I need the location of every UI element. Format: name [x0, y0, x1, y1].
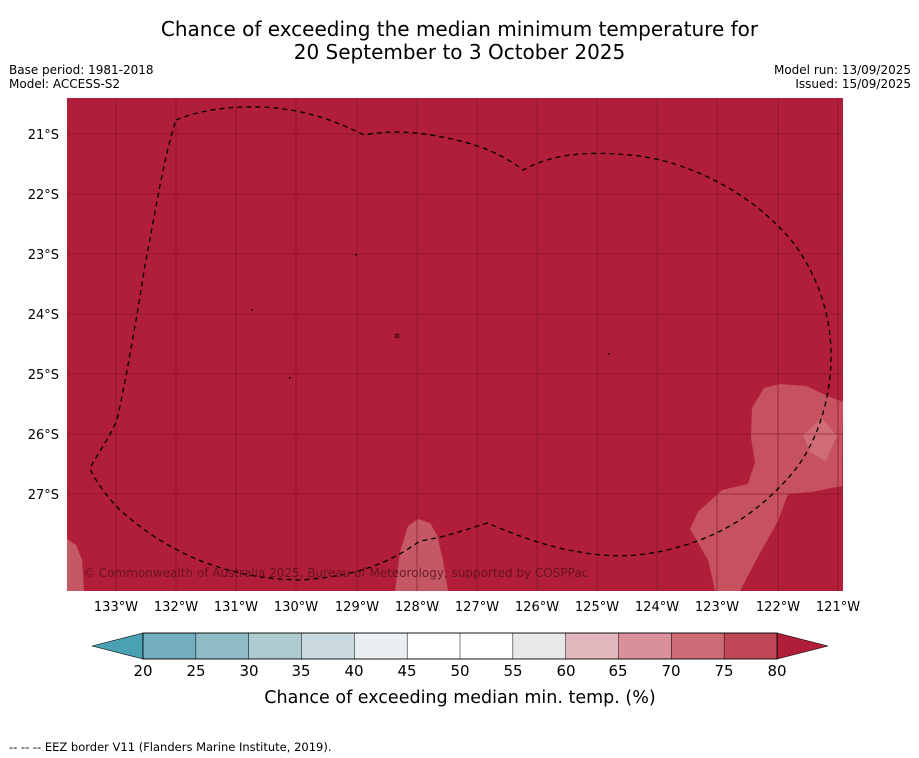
colorbar-ticks: 20 25 30 35 40 45 50 55 60 65 70 75 80	[133, 662, 786, 680]
lon-label: 126°W	[515, 600, 559, 615]
lat-label: 22°S	[28, 188, 59, 203]
lon-label: 129°W	[335, 600, 379, 615]
lon-label: 122°W	[756, 600, 800, 615]
colorbar-tick-label: 40	[344, 662, 363, 680]
patch-southwest	[67, 539, 84, 591]
map-panel: © Commonwealth of Australia 2025, Bureau…	[67, 98, 843, 591]
colorbar-swatch	[618, 632, 672, 660]
base-period: Base period: 1981-2018	[9, 63, 154, 77]
colorbar-tick-label: 60	[556, 662, 575, 680]
lon-label: 123°W	[695, 600, 739, 615]
patch-east-inner	[803, 418, 837, 461]
colorbar-swatch	[671, 632, 725, 660]
lon-label: 132°W	[154, 600, 198, 615]
latitude-labels: 21°S 22°S 23°S 24°S 25°S 26°S 27°S	[28, 128, 59, 503]
colorbar-tick-label: 55	[503, 662, 522, 680]
eez-footnote: -- -- -- EEZ border V11 (Flanders Marine…	[9, 740, 332, 754]
patch-south-central	[395, 519, 448, 591]
lon-label: 121°W	[816, 600, 860, 615]
colorbar-swatch	[301, 632, 355, 660]
colorbar-swatch	[406, 632, 461, 660]
colorbar-swatch	[195, 632, 250, 660]
lat-label: 27°S	[28, 488, 59, 503]
title-line-1: Chance of exceeding the median minimum t…	[160, 17, 759, 41]
colorbar-swatch	[512, 632, 567, 660]
colorbar-swatch	[565, 632, 620, 660]
colorbar-tick-label: 30	[239, 662, 258, 680]
lat-label: 23°S	[28, 248, 59, 263]
lon-label: 131°W	[214, 600, 258, 615]
colorbar-under-arrow	[91, 632, 144, 660]
colorbar-swatches	[142, 632, 778, 660]
lat-label: 26°S	[28, 428, 59, 443]
lon-label: 133°W	[94, 600, 138, 615]
lon-label: 125°W	[575, 600, 619, 615]
copyright-notice: © Commonwealth of Australia 2025, Bureau…	[83, 566, 588, 580]
colorbar-tick-label: 50	[450, 662, 469, 680]
colorbar-swatch	[248, 632, 303, 660]
map-title: Chance of exceeding the median minimum t…	[0, 18, 919, 64]
islands	[251, 254, 610, 379]
model-name: Model: ACCESS-S2	[9, 77, 121, 91]
colorbar-label: Chance of exceeding median min. temp. (%…	[264, 688, 655, 708]
colorbar-swatch	[723, 632, 778, 660]
colorbar-tick-label: 45	[397, 662, 416, 680]
colorbar-tick-label: 75	[714, 662, 733, 680]
model-run: Model run: 13/09/2025	[773, 63, 911, 77]
lat-label: 21°S	[28, 128, 59, 143]
colorbar-tick-label: 70	[661, 662, 680, 680]
lat-label: 25°S	[28, 368, 59, 383]
meta-left: Base period: 1981-2018 Model: ACCESS-S2	[9, 63, 154, 91]
meta-right: Model run: 13/09/2025 Issued: 15/09/2025	[774, 63, 911, 91]
colorbar-over-arrow	[776, 632, 829, 660]
colorbar-swatch	[354, 632, 408, 660]
lon-label: 127°W	[455, 600, 499, 615]
title-line-2: 20 September to 3 October 2025	[293, 40, 626, 64]
issued-date: Issued: 15/09/2025	[795, 77, 911, 91]
colorbar-frame	[142, 632, 778, 660]
colorbar-swatch	[459, 632, 514, 660]
colorbar: 20 25 30 35 40 45 50 55 60 65 70 75 80 C…	[91, 632, 829, 708]
longitude-labels: 133°W 132°W 131°W 130°W 129°W 128°W 127°…	[94, 600, 860, 615]
colorbar-swatch	[142, 632, 197, 660]
colorbar-tick-label: 65	[608, 662, 627, 680]
graticule	[67, 98, 843, 591]
lat-label: 24°S	[28, 308, 59, 323]
lon-label: 130°W	[274, 600, 318, 615]
lon-label: 128°W	[395, 600, 439, 615]
colorbar-tick-label: 25	[186, 662, 205, 680]
colorbar-tick-label: 35	[291, 662, 310, 680]
colorbar-tick-label: 20	[133, 662, 152, 680]
lon-label: 124°W	[635, 600, 679, 615]
colorbar-tick-label: 80	[767, 662, 786, 680]
